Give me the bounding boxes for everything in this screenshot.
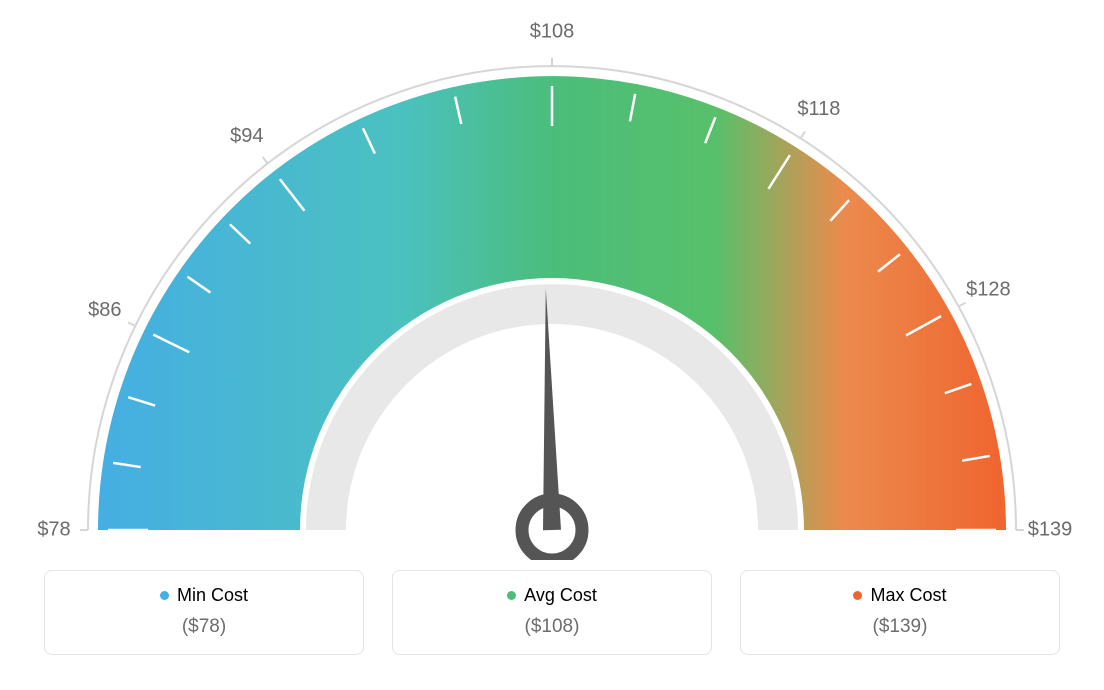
legend-label: Min Cost <box>177 585 248 606</box>
legend-card-max: Max Cost ($139) <box>740 570 1060 655</box>
svg-text:$108: $108 <box>530 20 575 42</box>
legend-label: Avg Cost <box>524 585 597 606</box>
dot-icon <box>507 591 516 600</box>
legend-label: Max Cost <box>870 585 946 606</box>
svg-text:$86: $86 <box>88 299 121 321</box>
gauge-svg: $78 $86 $94 $108 $118 $128 $139 <box>0 0 1104 560</box>
svg-text:$128: $128 <box>966 278 1011 300</box>
legend-value: ($139) <box>751 616 1049 638</box>
legend-card-min: Min Cost ($78) <box>44 570 364 655</box>
legend-value: ($78) <box>55 616 353 638</box>
svg-text:$118: $118 <box>797 98 840 120</box>
legend-row: Min Cost ($78) Avg Cost ($108) Max Cost … <box>0 570 1104 655</box>
dot-icon <box>853 591 862 600</box>
cost-gauge: $78 $86 $94 $108 $118 $128 $139 <box>0 0 1104 560</box>
legend-card-avg: Avg Cost ($108) <box>392 570 712 655</box>
legend-title-avg: Avg Cost <box>507 585 597 606</box>
legend-title-max: Max Cost <box>853 585 946 606</box>
svg-text:$94: $94 <box>230 125 263 147</box>
dot-icon <box>160 591 169 600</box>
svg-text:$139: $139 <box>1028 518 1073 540</box>
svg-text:$78: $78 <box>37 518 70 540</box>
legend-value: ($108) <box>403 616 701 638</box>
legend-title-min: Min Cost <box>160 585 248 606</box>
